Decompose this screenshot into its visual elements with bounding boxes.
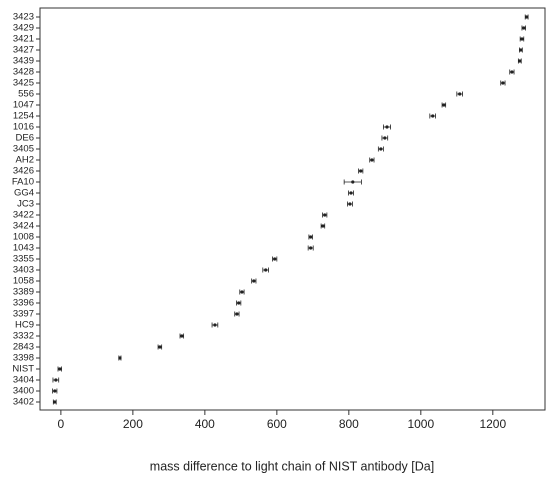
data-point bbox=[273, 257, 277, 261]
data-point bbox=[252, 279, 256, 283]
data-point bbox=[520, 37, 524, 41]
data-point bbox=[53, 400, 57, 404]
y-tick-label: 3402 bbox=[13, 397, 34, 408]
y-tick-label: HC9 bbox=[15, 320, 34, 331]
data-point bbox=[264, 268, 268, 272]
y-tick-label: 1254 bbox=[13, 111, 34, 122]
data-point bbox=[359, 169, 363, 173]
y-tick-label: 556 bbox=[18, 89, 34, 100]
data-point bbox=[510, 70, 514, 74]
data-point bbox=[501, 81, 505, 85]
x-tick-label: 200 bbox=[123, 417, 143, 431]
plot-frame bbox=[39, 7, 546, 411]
x-tick-label: 1000 bbox=[407, 417, 434, 431]
y-tick-label: 3396 bbox=[13, 298, 34, 309]
x-tick-label: 1200 bbox=[479, 417, 506, 431]
y-tick-label: 3398 bbox=[13, 353, 34, 364]
data-point bbox=[213, 323, 217, 327]
y-tick-label: 2843 bbox=[13, 342, 34, 353]
y-tick-label: 3405 bbox=[13, 144, 34, 155]
x-axis-label: mass difference to light chain of NIST a… bbox=[150, 459, 434, 473]
data-point bbox=[158, 345, 162, 349]
data-point bbox=[309, 246, 313, 250]
x-tick-label: 400 bbox=[195, 417, 215, 431]
y-tick-label: 3332 bbox=[13, 331, 34, 342]
data-point bbox=[370, 158, 374, 162]
data-point bbox=[321, 224, 325, 228]
y-tick-label: 3403 bbox=[13, 265, 34, 276]
y-tick-label: 1008 bbox=[13, 232, 34, 243]
data-point bbox=[348, 202, 352, 206]
y-tick-label: 1043 bbox=[13, 243, 34, 254]
data-point bbox=[235, 312, 239, 316]
data-point bbox=[458, 92, 462, 96]
data-point bbox=[525, 15, 529, 19]
y-tick-label: 3404 bbox=[13, 375, 34, 386]
x-tick-label: 800 bbox=[339, 417, 359, 431]
data-point bbox=[118, 356, 122, 360]
data-point bbox=[58, 367, 62, 371]
y-tick-label: 3428 bbox=[13, 67, 34, 78]
data-point bbox=[240, 290, 244, 294]
y-tick-label: GG4 bbox=[14, 188, 34, 199]
y-tick-label: JC3 bbox=[17, 199, 34, 210]
y-tick-label: 3429 bbox=[13, 23, 34, 34]
data-point bbox=[442, 103, 446, 107]
data-point bbox=[379, 147, 383, 151]
y-tick-label: 3423 bbox=[13, 12, 34, 23]
y-tick-label: 3400 bbox=[13, 386, 34, 397]
y-tick-label: 3421 bbox=[13, 34, 34, 45]
y-tick-label: 3355 bbox=[13, 254, 34, 265]
data-point bbox=[309, 235, 313, 239]
data-point bbox=[349, 191, 353, 195]
data-point bbox=[383, 136, 387, 140]
data-point bbox=[519, 48, 523, 52]
data-point bbox=[518, 59, 522, 63]
data-point bbox=[351, 180, 355, 184]
y-tick-label: 3389 bbox=[13, 287, 34, 298]
y-tick-label: 1058 bbox=[13, 276, 34, 287]
y-tick-label: 3439 bbox=[13, 56, 34, 67]
y-tick-label: DE6 bbox=[16, 133, 34, 144]
y-tick-label: 3397 bbox=[13, 309, 34, 320]
data-point bbox=[522, 26, 526, 30]
y-tick-label: 3422 bbox=[13, 210, 34, 221]
data-point bbox=[431, 114, 435, 118]
y-tick-label: 1016 bbox=[13, 122, 34, 133]
y-tick-label: NIST bbox=[12, 364, 34, 375]
x-tick-label: 0 bbox=[58, 417, 65, 431]
y-tick-label: 3424 bbox=[13, 221, 34, 232]
data-point bbox=[53, 389, 57, 393]
x-tick-label: 600 bbox=[267, 417, 287, 431]
data-point bbox=[237, 301, 241, 305]
y-tick-label: 1047 bbox=[13, 100, 34, 111]
data-point bbox=[180, 334, 184, 338]
y-tick-label: FA10 bbox=[12, 177, 34, 188]
data-point bbox=[323, 213, 327, 217]
y-tick-label: 3425 bbox=[13, 78, 34, 89]
y-tick-label: AH2 bbox=[16, 155, 34, 166]
data-point bbox=[54, 378, 58, 382]
y-tick-label: 3427 bbox=[13, 45, 34, 56]
y-tick-label: 3426 bbox=[13, 166, 34, 177]
data-point bbox=[385, 125, 389, 129]
